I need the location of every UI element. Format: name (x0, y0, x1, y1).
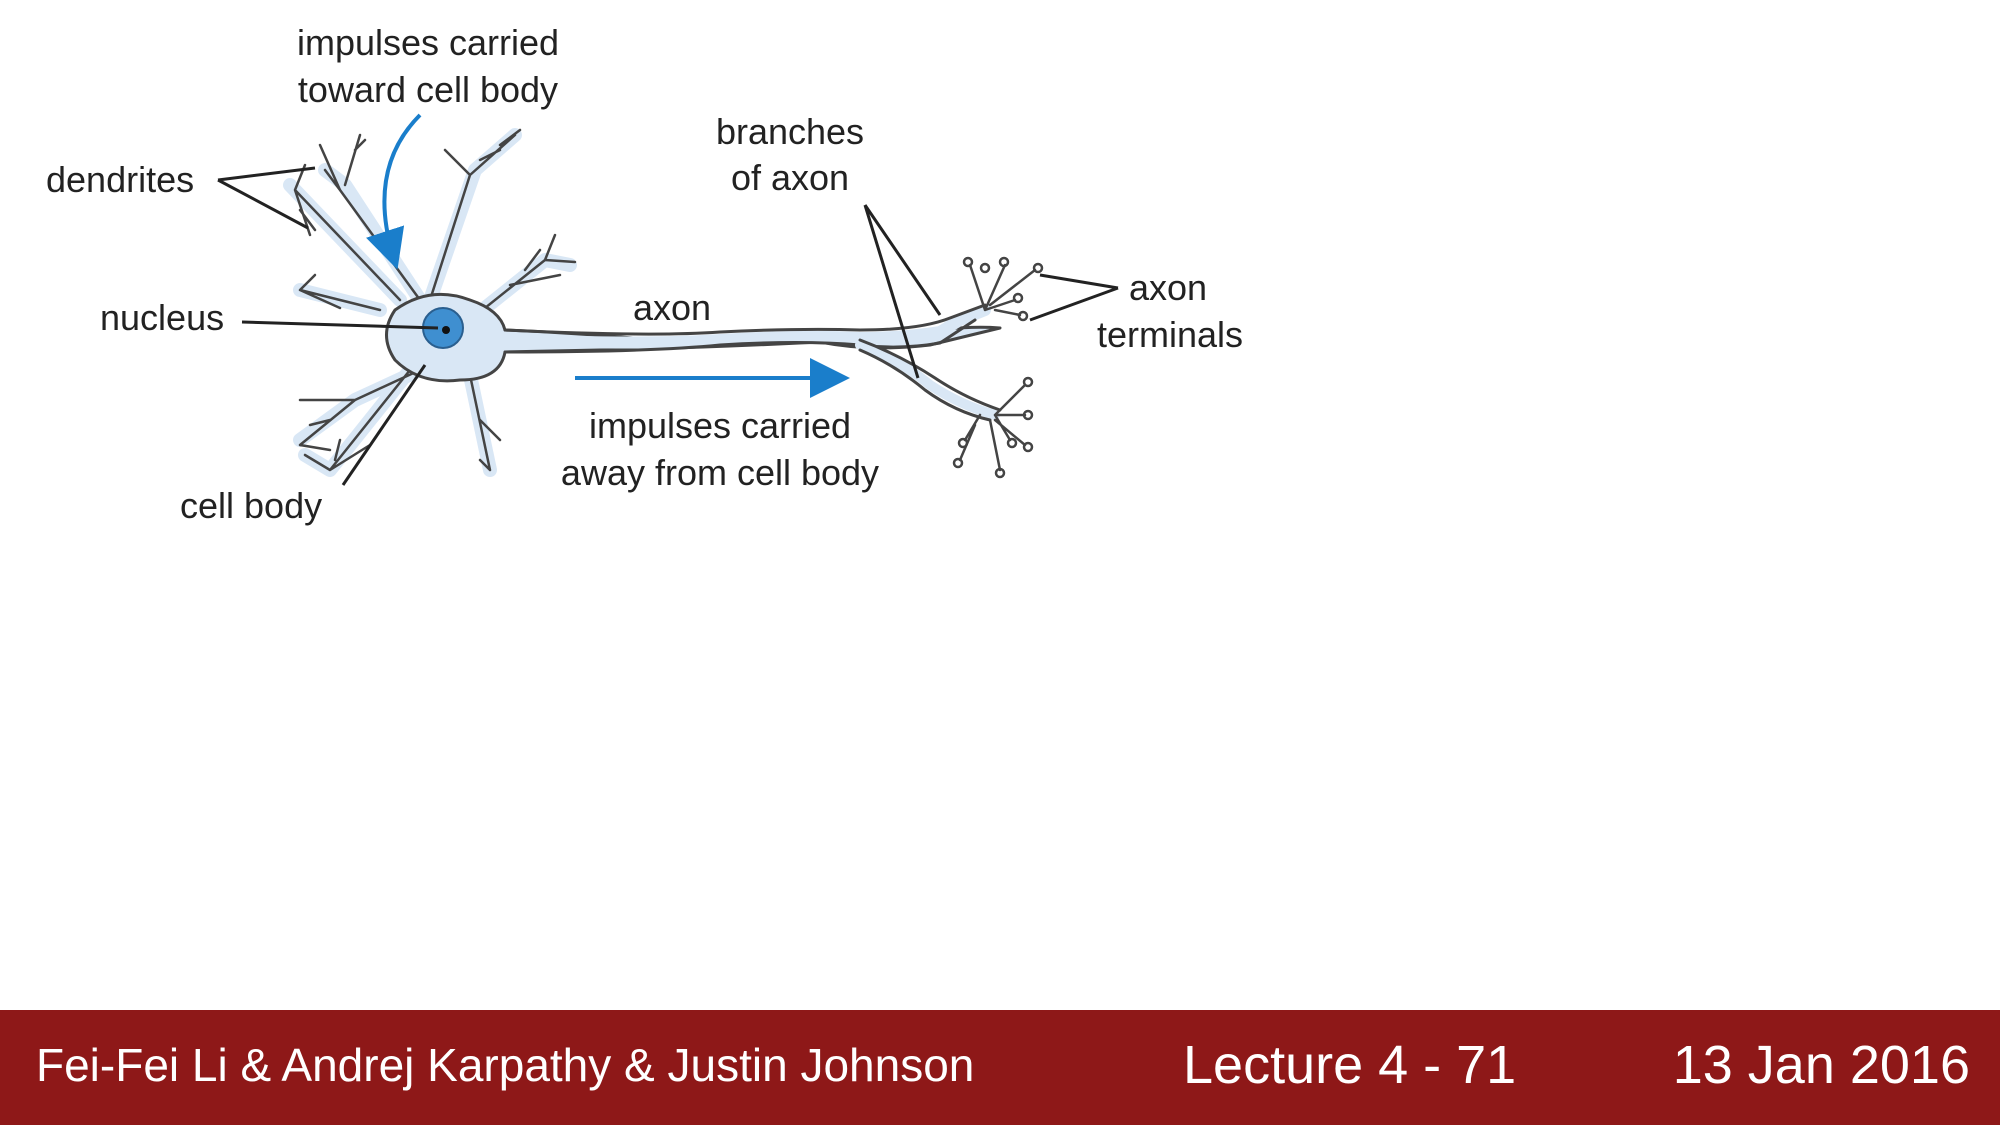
slide-footer: Fei-Fei Li & Andrej Karpathy & Justin Jo… (0, 1010, 2000, 1125)
label-nucleus: nucleus (100, 297, 224, 338)
label-branches-line2: of axon (731, 157, 849, 198)
label-axon-terminals-line1: axon (1129, 267, 1207, 308)
label-axon: axon (633, 287, 711, 328)
arrow-toward-cell-body (384, 115, 420, 262)
axon-terminals-lower (954, 378, 1032, 477)
footer-authors: Fei-Fei Li & Andrej Karpathy & Justin Jo… (36, 1042, 974, 1088)
footer-date: 13 Jan 2016 (1673, 1038, 1970, 1092)
label-impulses-away-line1: impulses carried (589, 405, 851, 446)
label-impulses-away-line2: away from cell body (561, 452, 879, 493)
nucleolus (442, 326, 450, 334)
axon-branch-lower (860, 345, 995, 415)
label-dendrites: dendrites (46, 159, 194, 200)
label-branches-line1: branches (716, 111, 864, 152)
label-impulses-toward-line1: impulses carried (297, 22, 559, 63)
label-axon-terminals-line2: terminals (1097, 314, 1243, 355)
label-cell-body: cell body (180, 485, 322, 526)
neuron-diagram: impulses carried toward cell body dendri… (0, 0, 2000, 1010)
footer-lecture-number: Lecture 4 - 71 (1183, 1038, 1516, 1092)
label-impulses-toward-line2: toward cell body (298, 69, 558, 110)
